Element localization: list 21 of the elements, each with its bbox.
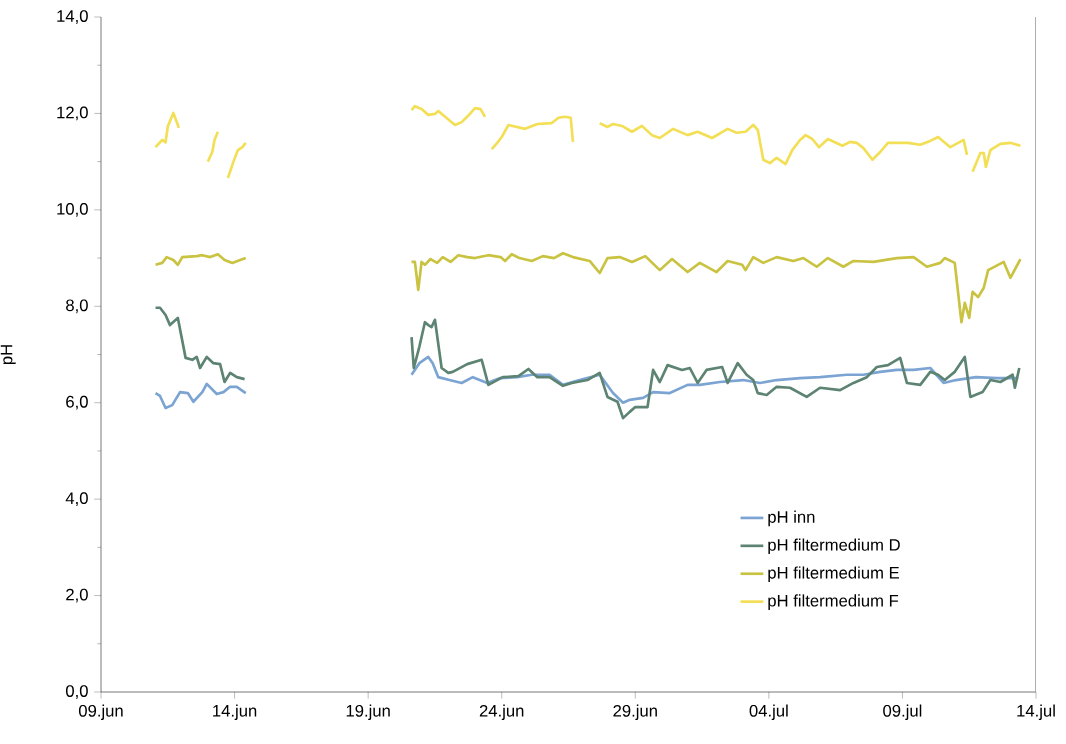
y-tick-label: 10,0 [57, 202, 88, 217]
y-tick-label: 8,0 [66, 299, 88, 314]
legend-label: pH inn [768, 510, 815, 527]
x-tick-label: 24.jun [479, 704, 524, 721]
legend-label: pH filtermedium D [768, 538, 900, 555]
y-tick-label: 14,0 [57, 10, 88, 24]
x-tick-label: 29.jun [613, 704, 657, 721]
y-axis-title: pH [0, 345, 16, 365]
y-tick-label: 4,0 [65, 492, 88, 507]
x-tick-label: 19.jun [346, 704, 390, 721]
x-tick-label: 14.jul [1017, 704, 1055, 721]
y-tick-label: 6,0 [66, 395, 88, 410]
legend-label: pH filtermedium F [768, 594, 899, 610]
y-tick-label: 0,0 [65, 685, 88, 699]
x-tick-label: 04.jul [749, 704, 788, 721]
x-tick-label: 14.jun [213, 704, 257, 721]
x-tick-label: 09.jul [883, 704, 922, 721]
legend-label: pH filtermedium E [768, 566, 899, 582]
y-tick-label: 12,0 [57, 106, 88, 121]
y-tick-label: 2,0 [66, 588, 88, 603]
x-tick-label: 09.jun [78, 704, 123, 721]
